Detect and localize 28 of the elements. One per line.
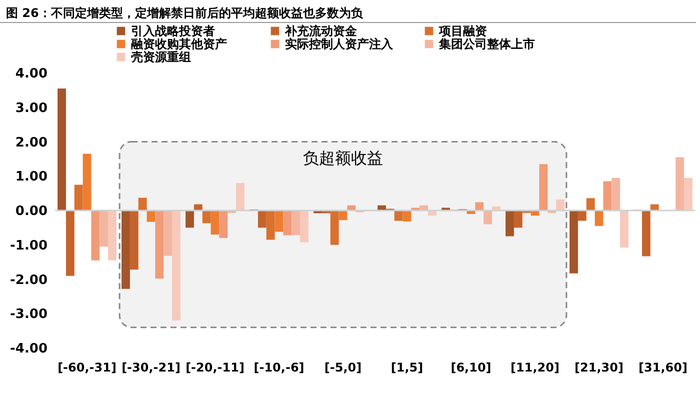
y-tick-label: 4.00 (15, 66, 48, 82)
legend-label: 补充流动资金 (284, 24, 358, 38)
legend-label: 集团公司整体上市 (438, 37, 535, 51)
x-tick-label: [31,60] (638, 360, 688, 374)
x-tick-label: [-30,-21] (122, 360, 180, 374)
y-tick-label: 1.00 (15, 170, 48, 185)
y-tick-label: 0.00 (15, 204, 48, 219)
y-tick-label: 2.00 (15, 135, 48, 150)
y-tick-label: -2.00 (10, 272, 48, 288)
y-tick-label: 3.00 (15, 100, 48, 116)
legend-label: 融资收购其他资产 (131, 37, 227, 51)
x-tick-label: [-20,-11] (186, 360, 244, 374)
x-tick-label: [6,10] (450, 360, 492, 374)
legend-label: 引入战略投资者 (131, 24, 215, 38)
legend-label: 壳资源重组 (131, 50, 191, 64)
x-tick-label: [11,20] (510, 360, 560, 374)
chart-title: 图 26：不同定增类型，定增解禁日前后的平均超额收益也多数为负 (0, 0, 696, 23)
x-tick-label: [21,30] (574, 360, 624, 374)
legend-label: 项目融资 (438, 24, 487, 38)
band-label: 负超额收益 (303, 148, 383, 168)
legend-label: 实际控制人资产注入 (285, 37, 394, 51)
y-tick-label: -1.00 (10, 238, 48, 254)
y-tick-label: -4.00 (10, 342, 48, 356)
x-tick-label: [-10,-6] (254, 360, 304, 374)
x-tick-label: [-60,-31] (58, 360, 116, 374)
x-tick-label: [1,5] (390, 360, 424, 374)
x-tick-label: [-5,0] (324, 360, 362, 374)
y-tick-label: -3.00 (10, 307, 48, 322)
